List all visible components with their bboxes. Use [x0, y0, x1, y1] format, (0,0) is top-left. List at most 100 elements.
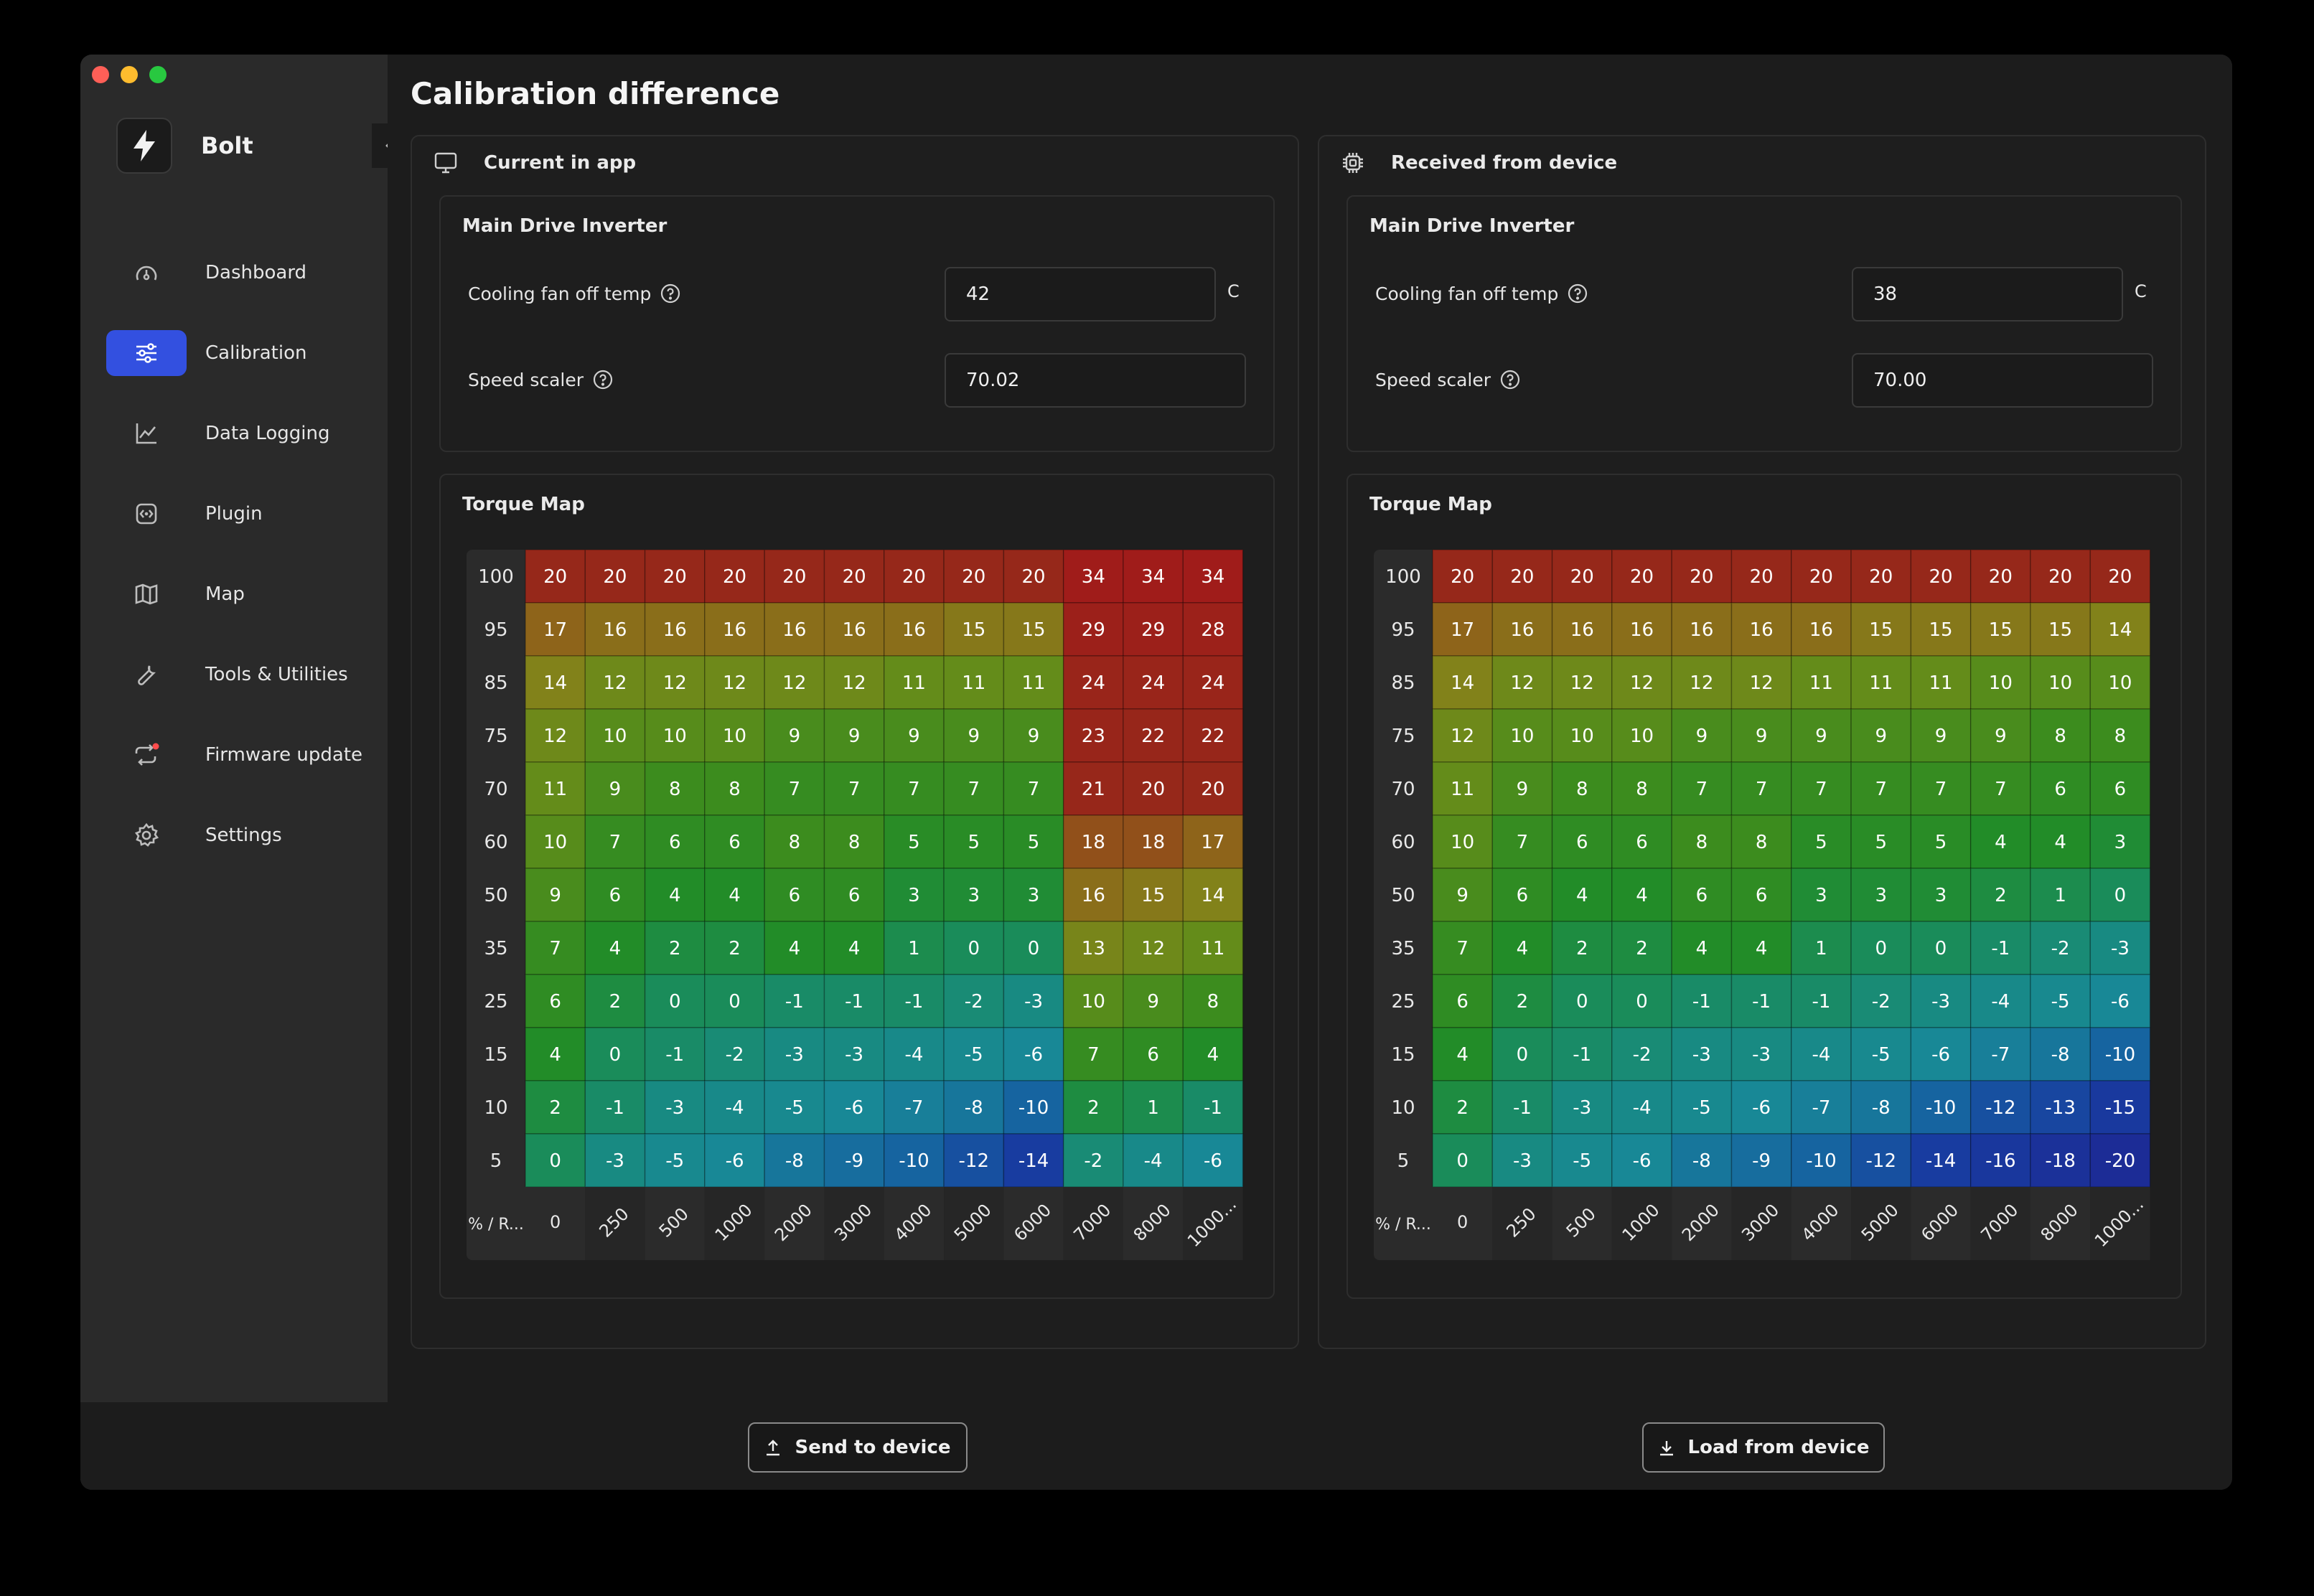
torque-cell[interactable]: [644, 550, 706, 604]
torque-cell[interactable]: [764, 550, 825, 604]
torque-cell[interactable]: [1730, 655, 1792, 710]
torque-cell[interactable]: [1551, 761, 1613, 816]
torque-cell[interactable]: [943, 868, 1005, 922]
torque-cell[interactable]: [1671, 550, 1733, 604]
torque-cell[interactable]: [1969, 1027, 2031, 1081]
torque-cell[interactable]: [2030, 655, 2092, 710]
torque-cell[interactable]: [823, 708, 885, 763]
torque-cell[interactable]: [584, 1133, 646, 1188]
torque-cell[interactable]: [823, 974, 885, 1028]
torque-cell[interactable]: [764, 815, 825, 869]
torque-cell[interactable]: [1432, 815, 1494, 869]
sidebar-item-settings[interactable]: Settings: [106, 812, 365, 858]
torque-cell[interactable]: [2089, 1133, 2151, 1188]
torque-cell[interactable]: [1671, 868, 1733, 922]
torque-cell[interactable]: [1910, 868, 1972, 922]
torque-cell[interactable]: [644, 974, 706, 1028]
speed-scaler-input[interactable]: 70.02: [945, 353, 1246, 408]
torque-cell[interactable]: [1003, 761, 1064, 816]
torque-cell[interactable]: [1850, 602, 1912, 657]
torque-cell[interactable]: [1432, 921, 1494, 975]
torque-cell[interactable]: [1969, 761, 2031, 816]
torque-cell[interactable]: [1432, 1133, 1494, 1188]
torque-cell[interactable]: [704, 655, 765, 710]
torque-cell[interactable]: [1123, 761, 1184, 816]
torque-cell[interactable]: [1491, 602, 1553, 657]
torque-cell[interactable]: [704, 868, 765, 922]
torque-cell[interactable]: [1730, 868, 1792, 922]
torque-cell[interactable]: [1491, 761, 1553, 816]
torque-cell[interactable]: [1062, 708, 1124, 763]
help-icon[interactable]: [660, 283, 681, 304]
torque-cell[interactable]: [1969, 1133, 2031, 1188]
torque-cell[interactable]: [2030, 708, 2092, 763]
torque-cell[interactable]: [884, 1027, 945, 1081]
torque-cell[interactable]: [2030, 1027, 2092, 1081]
torque-cell[interactable]: [943, 550, 1005, 604]
load-from-device-button[interactable]: Load from device: [1642, 1422, 1885, 1473]
torque-cell[interactable]: [2089, 815, 2151, 869]
torque-cell[interactable]: [1491, 974, 1553, 1028]
torque-cell[interactable]: [884, 815, 945, 869]
torque-cell[interactable]: [764, 761, 825, 816]
torque-cell[interactable]: [823, 1133, 885, 1188]
torque-cell[interactable]: [1850, 1133, 1912, 1188]
torque-cell[interactable]: [704, 1133, 765, 1188]
torque-cell[interactable]: [1432, 974, 1494, 1028]
torque-cell[interactable]: [1123, 815, 1184, 869]
torque-cell[interactable]: [1969, 550, 2031, 604]
torque-cell[interactable]: [1730, 708, 1792, 763]
torque-cell[interactable]: [1910, 550, 1972, 604]
speed-scaler-input[interactable]: 70.00: [1852, 353, 2153, 408]
torque-cell[interactable]: [823, 761, 885, 816]
sidebar-item-firmware-update[interactable]: Firmware update: [106, 732, 365, 778]
torque-cell[interactable]: [704, 1027, 765, 1081]
torque-cell[interactable]: [1123, 602, 1184, 657]
torque-cell[interactable]: [1850, 1080, 1912, 1135]
torque-cell[interactable]: [1003, 1133, 1064, 1188]
torque-cell[interactable]: [704, 1080, 765, 1135]
torque-cell[interactable]: [584, 550, 646, 604]
torque-cell[interactable]: [644, 655, 706, 710]
torque-cell[interactable]: [1491, 868, 1553, 922]
torque-cell[interactable]: [1850, 708, 1912, 763]
torque-cell[interactable]: [884, 708, 945, 763]
cooling-fan-input[interactable]: 42: [945, 267, 1216, 321]
torque-cell[interactable]: [2089, 1027, 2151, 1081]
torque-cell[interactable]: [2089, 655, 2151, 710]
torque-cell[interactable]: [823, 921, 885, 975]
torque-cell[interactable]: [943, 655, 1005, 710]
torque-cell[interactable]: [2030, 550, 2092, 604]
help-icon[interactable]: [1567, 283, 1588, 304]
torque-cell[interactable]: [1730, 761, 1792, 816]
torque-cell[interactable]: [1491, 815, 1553, 869]
torque-cell[interactable]: [1003, 974, 1064, 1028]
torque-cell[interactable]: [943, 921, 1005, 975]
torque-cell[interactable]: [525, 761, 586, 816]
torque-cell[interactable]: [1611, 974, 1672, 1028]
torque-cell[interactable]: [1791, 602, 1852, 657]
torque-cell[interactable]: [1730, 1133, 1792, 1188]
torque-cell[interactable]: [1551, 602, 1613, 657]
torque-cell[interactable]: [1551, 921, 1613, 975]
torque-cell[interactable]: [1003, 1080, 1064, 1135]
torque-cell[interactable]: [1969, 868, 2031, 922]
torque-cell[interactable]: [1123, 708, 1184, 763]
torque-cell[interactable]: [1791, 974, 1852, 1028]
torque-cell[interactable]: [1611, 1133, 1672, 1188]
send-to-device-button[interactable]: Send to device: [748, 1422, 968, 1473]
torque-cell[interactable]: [764, 1080, 825, 1135]
torque-cell[interactable]: [1491, 655, 1553, 710]
torque-cell[interactable]: [1123, 1080, 1184, 1135]
torque-cell[interactable]: [1791, 815, 1852, 869]
torque-cell[interactable]: [1910, 708, 1972, 763]
torque-cell[interactable]: [1730, 1080, 1792, 1135]
torque-cell[interactable]: [1611, 761, 1672, 816]
torque-cell[interactable]: [584, 1027, 646, 1081]
torque-cell[interactable]: [1730, 602, 1792, 657]
help-icon[interactable]: [592, 369, 614, 390]
torque-cell[interactable]: [884, 550, 945, 604]
torque-cell[interactable]: [943, 761, 1005, 816]
torque-cell[interactable]: [1910, 815, 1972, 869]
torque-cell[interactable]: [704, 974, 765, 1028]
